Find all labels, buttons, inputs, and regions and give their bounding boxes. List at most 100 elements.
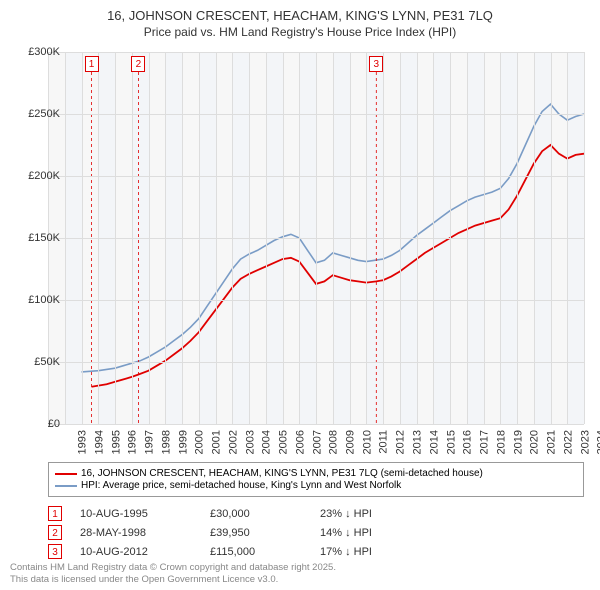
grid-line-v	[249, 52, 250, 424]
x-axis-label: 2014	[428, 430, 440, 454]
grid-line-v	[182, 52, 183, 424]
grid-line-v	[417, 52, 418, 424]
grid-line-v	[82, 52, 83, 424]
x-axis-label: 2021	[545, 430, 557, 454]
grid-line-v	[132, 52, 133, 424]
x-axis-label: 1999	[177, 430, 189, 454]
y-axis-label: £300K	[16, 46, 60, 58]
grid-line-v	[500, 52, 501, 424]
grid-line-v	[283, 52, 284, 424]
y-axis-label: £0	[16, 418, 60, 430]
sales-marker: 2	[48, 525, 62, 540]
legend-label-1: HPI: Average price, semi-detached house,…	[81, 480, 401, 491]
x-axis-label: 2005	[277, 430, 289, 454]
y-axis-label: £200K	[16, 170, 60, 182]
legend-swatch-0	[55, 473, 77, 475]
x-axis-label: 2012	[395, 430, 407, 454]
grid-line-v	[400, 52, 401, 424]
y-axis-label: £250K	[16, 108, 60, 120]
sales-date: 10-AUG-1995	[80, 508, 210, 520]
grid-line-v	[199, 52, 200, 424]
sales-table: 1 10-AUG-1995£30,00023% ↓ HPI 2 28-MAY-1998…	[48, 504, 430, 561]
x-axis-label: 2002	[227, 430, 239, 454]
grid-line-v	[333, 52, 334, 424]
grid-line-v	[65, 52, 66, 424]
sales-price: £115,000	[210, 546, 320, 558]
grid-line-v	[350, 52, 351, 424]
x-axis-label: 2015	[445, 430, 457, 454]
title-sub: Price paid vs. HM Land Registry's House …	[0, 25, 600, 39]
sales-row: 2 28-MAY-1998£39,95014% ↓ HPI	[48, 523, 430, 542]
legend-row-0: 16, JOHNSON CRESCENT, HEACHAM, KING'S LY…	[55, 468, 577, 479]
grid-line-v	[299, 52, 300, 424]
grid-line-v	[567, 52, 568, 424]
x-axis-label: 1995	[110, 430, 122, 454]
x-axis-label: 2024	[596, 430, 600, 454]
x-axis-label: 2004	[261, 430, 273, 454]
sales-price: £30,000	[210, 508, 320, 520]
title-block: 16, JOHNSON CRESCENT, HEACHAM, KING'S LY…	[0, 0, 600, 39]
x-axis-label: 2007	[311, 430, 323, 454]
plot-area: 1 2 3	[48, 52, 584, 424]
chart-marker: 1	[85, 56, 99, 72]
x-axis-label: 2003	[244, 430, 256, 454]
sales-diff: 17% ↓ HPI	[320, 546, 430, 558]
grid-line-v	[534, 52, 535, 424]
x-axis-label: 2006	[294, 430, 306, 454]
chart-marker: 2	[131, 56, 145, 72]
x-axis-label: 1997	[143, 430, 155, 454]
grid-line-v	[266, 52, 267, 424]
x-axis-label: 2018	[495, 430, 507, 454]
grid-line-v	[467, 52, 468, 424]
grid-line-v	[115, 52, 116, 424]
sales-row: 1 10-AUG-1995£30,00023% ↓ HPI	[48, 504, 430, 523]
x-axis-label: 1993	[76, 430, 88, 454]
sales-marker: 3	[48, 544, 62, 559]
x-axis-label: 2023	[579, 430, 591, 454]
x-axis-label: 2000	[194, 430, 206, 454]
grid-line-v	[149, 52, 150, 424]
y-axis-label: £100K	[16, 294, 60, 306]
x-axis-label: 2010	[361, 430, 373, 454]
grid-line-v	[165, 52, 166, 424]
grid-line-v	[450, 52, 451, 424]
sales-row: 3 10-AUG-2012£115,00017% ↓ HPI	[48, 542, 430, 561]
x-axis-label: 2011	[377, 430, 389, 454]
x-axis-label: 1998	[160, 430, 172, 454]
x-axis-label: 2008	[328, 430, 340, 454]
grid-line-v	[584, 52, 585, 424]
grid-line-v	[433, 52, 434, 424]
footer-line2: This data is licensed under the Open Gov…	[10, 574, 336, 586]
x-axis-label: 2013	[411, 430, 423, 454]
footer-line1: Contains HM Land Registry data © Crown c…	[10, 562, 336, 574]
sales-marker: 1	[48, 506, 62, 521]
x-axis-label: 1994	[93, 430, 105, 454]
y-axis-label: £50K	[16, 356, 60, 368]
sales-diff: 14% ↓ HPI	[320, 527, 430, 539]
legend-row-1: HPI: Average price, semi-detached house,…	[55, 480, 577, 491]
x-axis-label: 1996	[127, 430, 139, 454]
grid-line-v	[316, 52, 317, 424]
legend-label-0: 16, JOHNSON CRESCENT, HEACHAM, KING'S LY…	[81, 468, 483, 479]
chart-container: 16, JOHNSON CRESCENT, HEACHAM, KING'S LY…	[0, 0, 600, 590]
x-axis-label: 2022	[562, 430, 574, 454]
legend-swatch-1	[55, 485, 77, 487]
sales-date: 10-AUG-2012	[80, 546, 210, 558]
x-axis-label: 2020	[529, 430, 541, 454]
grid-line-v	[98, 52, 99, 424]
title-main: 16, JOHNSON CRESCENT, HEACHAM, KING'S LY…	[0, 8, 600, 23]
legend: 16, JOHNSON CRESCENT, HEACHAM, KING'S LY…	[48, 462, 584, 497]
grid-line-v	[232, 52, 233, 424]
sales-diff: 23% ↓ HPI	[320, 508, 430, 520]
sales-date: 28-MAY-1998	[80, 527, 210, 539]
sales-price: £39,950	[210, 527, 320, 539]
grid-line-v	[517, 52, 518, 424]
grid-line-v	[383, 52, 384, 424]
y-axis-label: £150K	[16, 232, 60, 244]
x-axis-label: 2001	[210, 430, 222, 454]
grid-line-v	[216, 52, 217, 424]
x-axis-label: 2016	[462, 430, 474, 454]
grid-line-v	[551, 52, 552, 424]
grid-line-v	[366, 52, 367, 424]
chart-marker: 3	[369, 56, 383, 72]
